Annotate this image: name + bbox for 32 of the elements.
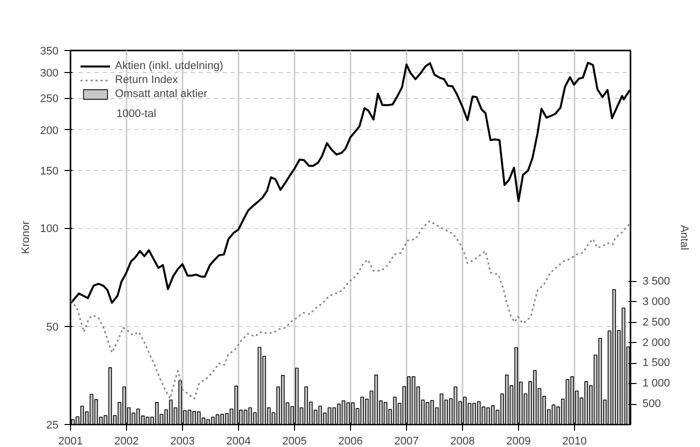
y2-tick-label: 1 500 [642, 357, 670, 370]
y2-tick-label: 2 000 [642, 336, 670, 349]
x-tick-label: 2004 [226, 436, 251, 447]
x-tick-label: 2007 [394, 436, 419, 447]
x-tick-label: 2008 [450, 436, 475, 447]
x-tick-label: 2006 [338, 436, 363, 447]
x-tick-label: 2005 [282, 436, 307, 447]
y2-tick-label: 3 500 [642, 275, 670, 288]
legend-label: Omsatt antal aktier [115, 88, 208, 100]
y-tick-label: 150 [40, 166, 59, 178]
y-tick-label: 350 [40, 46, 59, 58]
y-tick-label: 200 [40, 124, 59, 137]
annotation: 1000-tal [116, 108, 156, 120]
y2-tick-label: 500 [642, 398, 661, 410]
x-tick-label: 2010 [562, 436, 587, 447]
y-tick-label: 300 [40, 67, 59, 80]
y-tick-label: 250 [40, 93, 59, 106]
y-axis-title: Kronor [20, 220, 32, 254]
legend-label: Return Index [115, 74, 178, 86]
x-tick-label: 2002 [114, 436, 139, 447]
y-tick-label: 100 [40, 223, 59, 236]
y2-tick-label: 1 000 [642, 378, 670, 390]
x-tick-label: 2001 [58, 436, 83, 447]
y2-tick-label: 3 000 [642, 296, 670, 308]
y-tick-label: 25 [46, 420, 59, 432]
x-tick-label: 2003 [170, 436, 195, 447]
legend-label: Aktien (inkl. utdelning) [115, 60, 224, 72]
y2-tick-label: 2 500 [642, 316, 670, 328]
x-tick-label: 2009 [506, 436, 531, 447]
line-series [70, 220, 630, 400]
y2-axis-title: Antal [678, 224, 690, 250]
y-tick-label: 50 [46, 321, 59, 334]
